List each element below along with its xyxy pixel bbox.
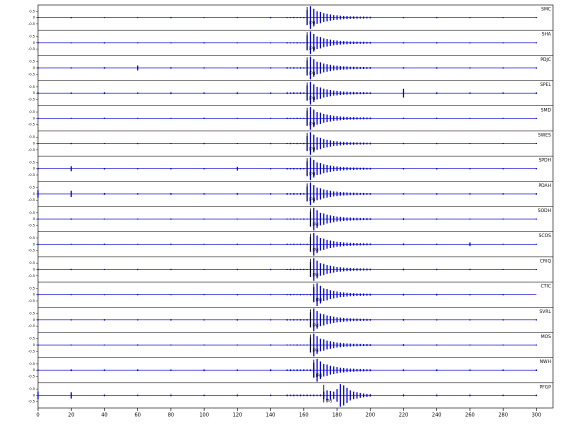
x-tick-label: 280 [498, 413, 508, 419]
y-tick-label: -0.5 [28, 22, 35, 26]
y-tick-label: 0 [33, 192, 35, 196]
y-tick-label: 0 [33, 142, 35, 146]
station-name: PDJC [540, 57, 551, 63]
pick-label: IPd [309, 71, 316, 76]
y-tick-label: 0.5 [29, 387, 35, 391]
y-tick-label: -0.5 [28, 349, 35, 353]
station-name: SCOS [539, 233, 552, 239]
pick-label: IPd [309, 121, 316, 126]
x-tick-label: 180 [332, 413, 342, 419]
y-tick-label: 0.5 [29, 211, 35, 215]
station-name: SMC [541, 7, 551, 13]
pick-label: IPd [309, 147, 316, 152]
y-tick-label: 0 [33, 293, 35, 297]
station-name: SHA [542, 32, 552, 38]
y-tick-label: 0 [33, 217, 35, 221]
y-tick-label: 0.5 [29, 312, 35, 316]
y-tick-label: 0.5 [29, 34, 35, 38]
y-tick-label: -0.5 [28, 249, 35, 253]
y-tick-label: 0 [33, 368, 35, 372]
x-tick-label: 240 [432, 413, 442, 419]
y-tick-label: -0.5 [28, 223, 35, 227]
y-tick-label: 0 [33, 267, 35, 271]
y-tick-label: -0.5 [28, 97, 35, 101]
y-tick-label: 0.5 [29, 186, 35, 190]
y-tick-label: 0 [33, 16, 35, 20]
station-name: PDAH [538, 183, 551, 189]
y-tick-label: -0.5 [28, 400, 35, 404]
y-tick-label: 0 [33, 167, 35, 171]
y-tick-label: 0.5 [29, 236, 35, 240]
pick-label: IPd [309, 21, 316, 26]
y-tick-label: -0.5 [28, 173, 35, 177]
x-tick-label: 300 [532, 413, 542, 419]
y-tick-label: 0 [33, 66, 35, 70]
y-tick-label: 0.5 [29, 85, 35, 89]
y-tick-label: 0 [33, 91, 35, 95]
pick-label: IPd [309, 96, 316, 101]
pick-label: IPd [312, 323, 319, 328]
y-tick-label: -0.5 [28, 72, 35, 76]
station-name: SPDH [539, 158, 551, 164]
x-tick-label: 100 [199, 413, 209, 419]
station-name: SVRL [539, 309, 551, 315]
y-tick-label: 0 [33, 41, 35, 45]
y-tick-label: 0 [33, 393, 35, 397]
station-name: MOS [541, 334, 551, 340]
y-tick-label: 0.5 [29, 261, 35, 265]
y-tick-label: -0.5 [28, 47, 35, 51]
y-tick-label: -0.5 [28, 148, 35, 152]
pick-label: IPd [326, 398, 333, 403]
y-tick-label: -0.5 [28, 375, 35, 379]
y-tick-label: 0 [33, 343, 35, 347]
x-tick-label: 80 [168, 413, 174, 419]
station-name: SMD [541, 107, 552, 113]
pick-label: IPd [312, 272, 319, 277]
x-tick-label: 60 [134, 413, 140, 419]
x-tick-label: 140 [266, 413, 276, 419]
pick-label: IPd [316, 373, 323, 378]
y-tick-label: 0.5 [29, 60, 35, 64]
y-tick-label: 0.5 [29, 286, 35, 290]
x-tick-label: 260 [465, 413, 475, 419]
y-tick-label: -0.5 [28, 324, 35, 328]
pick-label: IPd [312, 247, 319, 252]
y-tick-label: -0.5 [28, 274, 35, 278]
x-tick-label: 0 [36, 413, 39, 419]
y-tick-label: 0.5 [29, 135, 35, 139]
x-tick-label: 120 [233, 413, 243, 419]
x-tick-label: 220 [399, 413, 409, 419]
station-name: CRIQ [540, 258, 552, 264]
pick-label: IPd [312, 348, 319, 353]
y-tick-label: 0.5 [29, 337, 35, 341]
station-name: SWES [538, 132, 551, 138]
y-tick-label: 0 [33, 242, 35, 246]
pick-label: IPd [309, 46, 316, 51]
pick-label: IPd [316, 298, 323, 303]
y-tick-label: 0.5 [29, 110, 35, 114]
pick-label: IPd [309, 172, 316, 177]
x-tick-label: 40 [101, 413, 107, 419]
x-tick-label: 200 [365, 413, 375, 419]
y-tick-label: 0.5 [29, 160, 35, 164]
y-tick-label: 0 [33, 318, 35, 322]
pick-label: IPd [312, 222, 319, 227]
y-tick-label: -0.5 [28, 299, 35, 303]
station-name: CTIC [541, 284, 551, 290]
y-tick-label: 0.5 [29, 9, 35, 13]
x-tick-label: 160 [299, 413, 309, 419]
station-name: PFGP [539, 384, 551, 390]
y-tick-label: -0.5 [28, 198, 35, 202]
x-tick-label: 20 [68, 413, 74, 419]
y-tick-label: 0 [33, 116, 35, 120]
station-name: SPEL [540, 82, 551, 88]
y-tick-label: 0.5 [29, 362, 35, 366]
y-tick-label: -0.5 [28, 123, 35, 127]
station-name: NWH [540, 359, 551, 365]
pick-label: IPd [309, 197, 316, 202]
station-name: SODH [538, 208, 551, 214]
